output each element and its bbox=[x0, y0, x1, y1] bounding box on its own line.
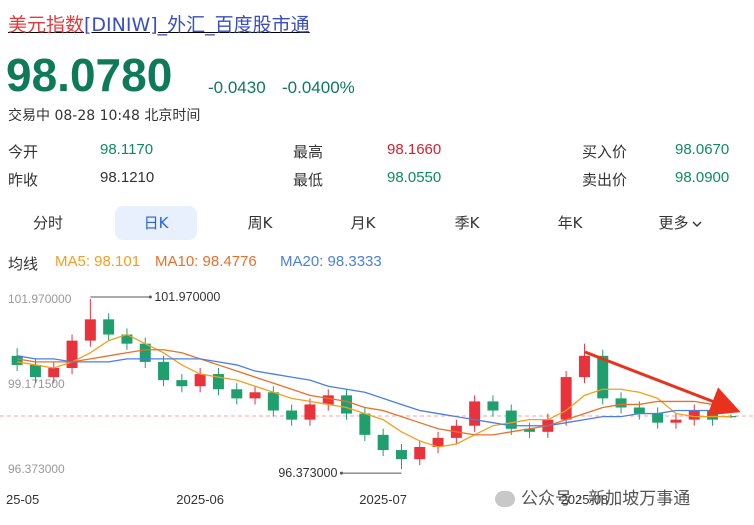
ma-line bbox=[17, 349, 731, 436]
ma-title: 均线 bbox=[8, 256, 39, 273]
stat-value: 98.1210 bbox=[100, 169, 155, 186]
ma-line bbox=[17, 355, 731, 427]
candle-body bbox=[103, 319, 115, 335]
candle-body bbox=[84, 319, 96, 341]
stat-label: 今开 bbox=[8, 143, 39, 161]
tab[interactable]: 分时 bbox=[32, 214, 63, 232]
annotation-dot bbox=[148, 295, 152, 299]
candle-body bbox=[139, 343, 151, 362]
candle-body bbox=[341, 395, 353, 414]
stat-label: 卖出价 bbox=[582, 171, 628, 189]
tab[interactable]: 季K bbox=[454, 214, 480, 232]
candle-body bbox=[578, 355, 590, 378]
stat-value: 98.1660 bbox=[387, 141, 442, 158]
chevron bbox=[692, 221, 701, 227]
candle-body bbox=[176, 380, 188, 387]
candle-body bbox=[194, 374, 206, 387]
candle-body bbox=[322, 395, 334, 405]
candle-body bbox=[633, 407, 645, 414]
tab[interactable]: 更多 bbox=[639, 206, 721, 240]
candle-body bbox=[707, 410, 719, 420]
candle-body bbox=[652, 413, 664, 423]
candle-body bbox=[286, 410, 298, 420]
candle-body bbox=[359, 413, 371, 435]
stat-value: 98.0550 bbox=[387, 169, 442, 186]
tab[interactable]: 月K bbox=[350, 214, 376, 232]
wechat-icon bbox=[495, 491, 515, 507]
change: -0.0430 bbox=[208, 78, 266, 97]
candle-body bbox=[560, 377, 572, 420]
title-name[interactable]: 美元指数 bbox=[8, 14, 85, 36]
candle-body bbox=[432, 437, 444, 448]
candle-body bbox=[505, 410, 517, 429]
watermark: 公众号 · 新加坡万事通 bbox=[495, 484, 690, 509]
candle-body bbox=[29, 364, 41, 378]
candle-body bbox=[377, 434, 389, 451]
stat-label: 最低 bbox=[293, 171, 324, 189]
candle-body bbox=[395, 450, 407, 460]
tab[interactable]: 年K bbox=[557, 214, 583, 232]
tab[interactable]: 日K bbox=[115, 206, 197, 240]
y-tick-label: 96.373000 bbox=[8, 462, 65, 476]
candle-body bbox=[158, 361, 170, 381]
annotation-dot bbox=[339, 471, 343, 475]
x-tick-label: 25-05 bbox=[6, 492, 39, 507]
tab[interactable]: 周K bbox=[247, 214, 273, 232]
candle-body bbox=[597, 355, 609, 399]
candle-body bbox=[688, 410, 700, 420]
candle-body bbox=[487, 401, 499, 411]
stat-value: 98.0900 bbox=[675, 169, 730, 186]
y-tick-label: 99.171500 bbox=[8, 377, 65, 391]
stat-value: 98.1170 bbox=[100, 141, 154, 158]
annotation-label: 101.970000 bbox=[154, 290, 220, 304]
ma-legend-item: MA10: 98.4776 bbox=[155, 253, 257, 270]
candle-body bbox=[11, 355, 23, 365]
x-tick-label: 2025-07 bbox=[359, 492, 407, 507]
watermark-text: 公众号 · 新加坡万事通 bbox=[521, 489, 691, 509]
page-title[interactable]: 美元指数[DINIW]_外汇_百度股市通 bbox=[8, 10, 310, 37]
title-rest[interactable]: [DINIW]_外汇_百度股市通 bbox=[84, 14, 310, 36]
candle-body bbox=[670, 419, 682, 423]
candle-body bbox=[48, 367, 60, 378]
candle-body bbox=[66, 340, 78, 368]
trend-arrow bbox=[584, 350, 741, 416]
candle-body bbox=[121, 334, 133, 344]
candle-body bbox=[267, 392, 279, 411]
change-pct: -0.0400% bbox=[282, 78, 355, 97]
candle-body bbox=[524, 428, 536, 432]
x-tick-label: 2025-08 bbox=[561, 492, 609, 507]
annotation-label: 96.373000 bbox=[278, 466, 337, 480]
stat-label: 昨收 bbox=[8, 171, 39, 189]
candle-body bbox=[469, 401, 481, 426]
candle-body bbox=[231, 389, 243, 399]
ma-line bbox=[17, 333, 731, 448]
status: 交易中 08-28 10:48 北京时间 bbox=[8, 108, 201, 124]
ma-legend-item: MA20: 98.3333 bbox=[280, 253, 382, 270]
candle-body bbox=[304, 404, 316, 420]
candle-body bbox=[249, 392, 261, 399]
ma-legend-item: MA5: 98.101 bbox=[55, 253, 141, 270]
stat-label: 最高 bbox=[293, 143, 324, 161]
y-tick-label: 101.970000 bbox=[8, 292, 72, 306]
stat-label: 买入价 bbox=[582, 143, 628, 161]
candle-body bbox=[212, 374, 224, 390]
kline-chart: 101.970000 99.171500 96.373000 101.970000 96… bbox=[0, 290, 754, 507]
candle-body bbox=[615, 398, 627, 408]
candle-body bbox=[414, 447, 426, 460]
price: 98.0780 bbox=[6, 49, 173, 101]
x-tick-label: 2025-06 bbox=[176, 492, 224, 507]
stat-value: 98.0670 bbox=[675, 141, 730, 158]
